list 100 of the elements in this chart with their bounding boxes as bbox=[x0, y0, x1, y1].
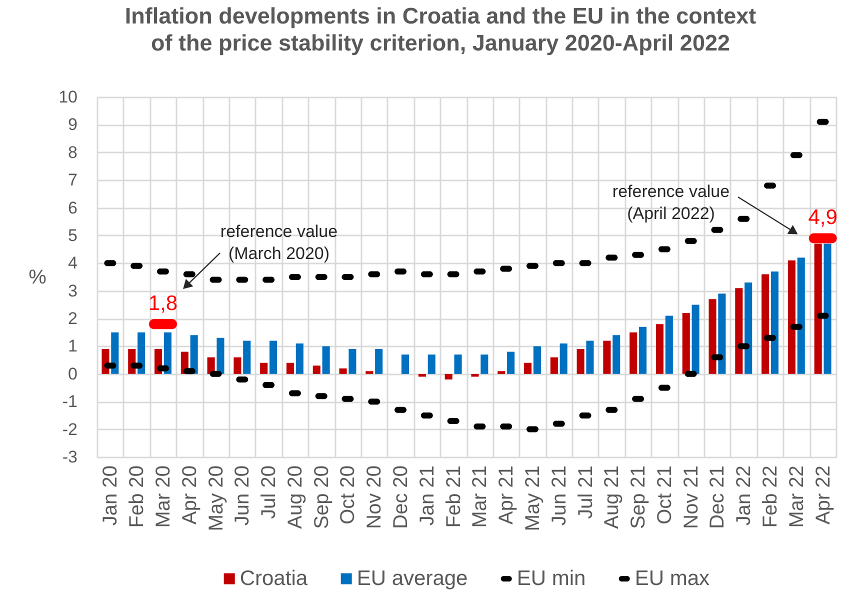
bar bbox=[164, 332, 172, 374]
bar bbox=[348, 349, 356, 374]
y-tick-label: -1 bbox=[62, 392, 78, 412]
bar bbox=[454, 354, 462, 374]
y-tick-label: -3 bbox=[62, 448, 78, 466]
bar bbox=[797, 258, 805, 374]
y-tick-label: 6 bbox=[68, 198, 78, 218]
y-axis-title: % bbox=[28, 266, 47, 288]
bar bbox=[507, 352, 515, 374]
y-tick-label: 9 bbox=[68, 115, 78, 134]
x-tick-label: Apr 20 bbox=[178, 466, 201, 524]
annotation: reference value (March 2020) bbox=[220, 222, 338, 263]
x-tick-label: Nov 21 bbox=[680, 466, 702, 529]
bar bbox=[533, 346, 541, 374]
bar bbox=[692, 304, 700, 374]
bar bbox=[286, 362, 294, 374]
y-tick-label: 8 bbox=[68, 142, 78, 162]
x-tick-label: Jul 20 bbox=[258, 466, 280, 519]
bar bbox=[138, 332, 146, 374]
bar bbox=[630, 332, 638, 374]
y-tick-label: 4 bbox=[68, 254, 78, 273]
x-tick-label: Apr 21 bbox=[496, 466, 518, 524]
y-tick-label: -2 bbox=[62, 420, 78, 439]
x-tick-label: Oct 20 bbox=[337, 466, 360, 524]
y-tick-label: 7 bbox=[68, 170, 78, 190]
x-tick-label: Sep 21 bbox=[628, 466, 650, 529]
bar bbox=[471, 374, 479, 377]
x-tick-label: Jun 20 bbox=[232, 466, 254, 526]
y-tick-label: 3 bbox=[68, 281, 78, 300]
data-label: 4,9 bbox=[808, 206, 838, 230]
bar bbox=[612, 335, 620, 374]
bar bbox=[603, 340, 611, 374]
bar bbox=[682, 313, 690, 374]
bar bbox=[708, 299, 716, 374]
x-tick-label: Jun 21 bbox=[548, 466, 570, 526]
x-tick-label: Feb 22 bbox=[760, 466, 782, 528]
bar bbox=[560, 343, 568, 374]
bar bbox=[401, 354, 409, 374]
x-tick-label: Jan 22 bbox=[733, 466, 756, 526]
legend-label: Croatia bbox=[240, 566, 308, 590]
x-tick-label: Feb 20 bbox=[126, 466, 148, 528]
x-tick-label: Aug 20 bbox=[284, 466, 306, 529]
bar bbox=[269, 340, 278, 374]
bar bbox=[111, 332, 119, 374]
bar bbox=[428, 354, 436, 374]
x-tick-label: May 20 bbox=[205, 466, 228, 532]
x-tick-label: Nov 20 bbox=[364, 466, 386, 529]
bar bbox=[339, 368, 347, 374]
bar bbox=[260, 362, 268, 374]
bar bbox=[296, 343, 304, 374]
y-tick-label: 1 bbox=[68, 336, 78, 356]
bar bbox=[824, 244, 832, 374]
x-tick-label: Feb 21 bbox=[442, 466, 465, 528]
x-tick-label: May 21 bbox=[522, 466, 544, 532]
bar bbox=[524, 362, 532, 374]
bar bbox=[312, 366, 320, 374]
bar bbox=[788, 260, 796, 374]
y-tick-label: 10 bbox=[58, 88, 78, 106]
bar bbox=[550, 357, 558, 374]
legend-label: EU min bbox=[516, 566, 586, 590]
bar bbox=[498, 371, 506, 374]
bar bbox=[375, 349, 383, 374]
x-tick-label: Aug 21 bbox=[601, 466, 624, 529]
bar bbox=[234, 357, 242, 374]
legend-label: EU max bbox=[634, 566, 710, 590]
x-tick-label: Jan 21 bbox=[416, 466, 438, 526]
data-label: 1,8 bbox=[148, 292, 178, 316]
bar bbox=[366, 371, 374, 374]
bar bbox=[656, 324, 664, 374]
bar bbox=[744, 282, 752, 374]
x-tick-label: Mar 22 bbox=[786, 466, 808, 528]
x-tick-label: Oct 21 bbox=[654, 466, 676, 524]
x-tick-label: Dec 21 bbox=[706, 466, 729, 529]
bar bbox=[586, 340, 594, 374]
bar bbox=[576, 349, 584, 374]
bar bbox=[444, 374, 452, 380]
x-tick-label: Mar 21 bbox=[469, 466, 492, 528]
bar bbox=[480, 354, 488, 374]
y-tick-label: 2 bbox=[68, 309, 78, 328]
bar bbox=[762, 274, 770, 374]
y-tick-label: 5 bbox=[68, 226, 78, 245]
bar bbox=[243, 340, 251, 374]
chart-title: Inflation developments in Croatia and the EU in the context of the price stability criterion, January 2020-April 2022 bbox=[124, 4, 757, 56]
x-tick-label: Jul 21 bbox=[574, 466, 597, 519]
bar bbox=[190, 335, 198, 374]
bar bbox=[665, 316, 673, 374]
y-tick-label: 0 bbox=[68, 364, 78, 384]
bar bbox=[638, 326, 647, 374]
bar bbox=[735, 288, 743, 374]
bar bbox=[322, 346, 330, 374]
bar bbox=[216, 338, 224, 374]
bar bbox=[814, 244, 822, 374]
bar bbox=[770, 271, 778, 374]
bar bbox=[718, 294, 726, 374]
x-tick-label: Mar 20 bbox=[152, 466, 174, 528]
x-tick-label: Jan 20 bbox=[100, 466, 122, 526]
annotation: reference value (April 2022) bbox=[612, 182, 730, 223]
x-tick-label: Apr 22 bbox=[812, 466, 834, 524]
x-tick-label: Dec 20 bbox=[390, 466, 412, 529]
x-tick-label: Sep 20 bbox=[310, 466, 333, 529]
